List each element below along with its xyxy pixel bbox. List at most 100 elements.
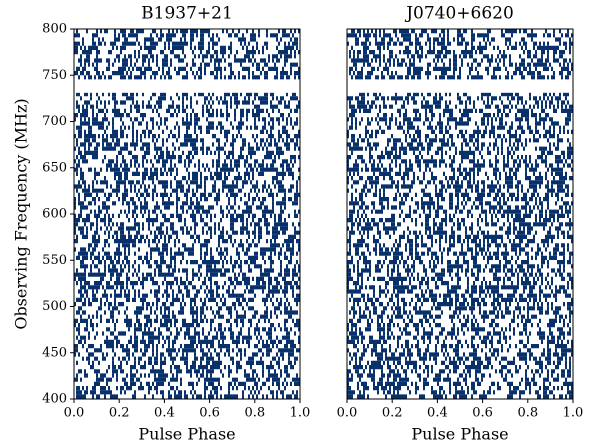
x-tick-label: 0.0 xyxy=(64,406,85,421)
noise-row xyxy=(347,163,571,168)
noise-row xyxy=(80,209,300,214)
x-tick-label: 0.2 xyxy=(382,406,403,421)
noise-row xyxy=(347,281,573,286)
noise-row xyxy=(78,289,294,294)
noise-row xyxy=(78,58,288,63)
noise-row xyxy=(347,226,571,231)
noise-row xyxy=(94,381,300,386)
noise-row xyxy=(347,176,573,181)
panel-title: B1937+21 xyxy=(141,4,233,24)
noise-row xyxy=(88,243,300,248)
noise-row xyxy=(349,209,571,214)
y-tick-label: 450 xyxy=(42,345,67,360)
x-tick-label: 0.6 xyxy=(472,406,493,421)
noise-row xyxy=(349,171,567,176)
noise-row xyxy=(78,129,300,134)
noise-row xyxy=(76,268,300,273)
noise-row xyxy=(74,318,300,323)
noise-row xyxy=(347,268,565,273)
noise-row xyxy=(351,121,569,126)
noise-row xyxy=(74,167,300,172)
x-tick-label: 1.0 xyxy=(563,406,584,421)
noise-row xyxy=(76,360,296,365)
x-tick-label: 0.0 xyxy=(337,406,358,421)
noise-row xyxy=(76,234,296,239)
x-tick-label: 0.4 xyxy=(427,406,448,421)
noise-row xyxy=(347,339,573,344)
noise-row xyxy=(351,356,571,361)
noise-row xyxy=(353,314,571,319)
noise-row xyxy=(82,356,298,361)
noise-row xyxy=(349,201,573,206)
noise-row xyxy=(76,155,300,160)
noise-row xyxy=(80,54,296,59)
noise-row xyxy=(76,92,296,97)
noise-row xyxy=(347,134,559,139)
x-tick-label: 0.6 xyxy=(199,406,220,421)
noise-row xyxy=(349,230,569,235)
noise-row xyxy=(78,75,300,80)
noise-row xyxy=(349,318,571,323)
noise-row xyxy=(80,62,298,67)
noise-row xyxy=(74,247,300,252)
noise-row xyxy=(347,188,569,193)
noise-row xyxy=(359,92,569,97)
noise-row xyxy=(78,369,288,374)
noise-row xyxy=(76,255,292,260)
noise-row xyxy=(80,293,300,298)
x-axis-label: Pulse Phase xyxy=(411,425,508,444)
dynamic-spectrum xyxy=(347,29,573,399)
noise-row xyxy=(74,41,298,46)
x-axis-label: Pulse Phase xyxy=(138,425,235,444)
x-tick-label: 0.4 xyxy=(154,406,175,421)
noise-row xyxy=(351,45,571,50)
noise-row xyxy=(349,360,571,365)
noise-row xyxy=(347,264,573,269)
noise-row xyxy=(74,348,300,353)
x-tick-label: 0.2 xyxy=(109,406,130,421)
noise-row xyxy=(76,188,298,193)
noise-row xyxy=(347,117,571,122)
noise-row xyxy=(80,121,298,126)
noise-row xyxy=(347,386,573,391)
noise-row xyxy=(80,285,300,290)
noise-row xyxy=(349,352,573,357)
noise-row xyxy=(349,54,563,59)
noise-row xyxy=(353,302,573,307)
noise-row xyxy=(74,33,294,38)
noise-row xyxy=(80,260,298,265)
noise-row xyxy=(351,138,569,143)
noise-row xyxy=(74,117,298,122)
noise-row xyxy=(351,184,569,189)
noise-row xyxy=(349,104,573,109)
y-axis-label: Observing Frequency (MHz) xyxy=(12,98,31,329)
noise-row xyxy=(351,58,571,63)
noise-row xyxy=(349,297,573,302)
noise-row xyxy=(351,255,571,260)
noise-row xyxy=(76,66,300,71)
x-tick-label: 0.8 xyxy=(517,406,538,421)
noise-row xyxy=(351,293,571,298)
y-tick-label: 700 xyxy=(42,114,67,129)
noise-row xyxy=(76,310,298,315)
noise-row xyxy=(76,29,300,34)
noise-row xyxy=(76,373,298,378)
noise-row xyxy=(80,96,298,101)
noise-row xyxy=(347,323,569,328)
noise-row xyxy=(74,213,298,218)
noise-row xyxy=(353,62,573,67)
y-tick-label: 600 xyxy=(42,207,67,222)
noise-row xyxy=(74,222,300,227)
noise-row xyxy=(349,247,569,252)
noise-row xyxy=(347,276,573,281)
noise-row xyxy=(76,335,300,340)
noise-row xyxy=(80,314,292,319)
noise-row xyxy=(349,100,569,105)
noise-row xyxy=(347,381,573,386)
y-tick-label: 750 xyxy=(42,68,67,83)
panel-title: J0740+6620 xyxy=(404,4,514,24)
noise-row xyxy=(347,377,567,382)
dynamic-spectrum xyxy=(74,29,300,399)
noise-row xyxy=(351,108,573,113)
noise-row xyxy=(353,365,571,370)
